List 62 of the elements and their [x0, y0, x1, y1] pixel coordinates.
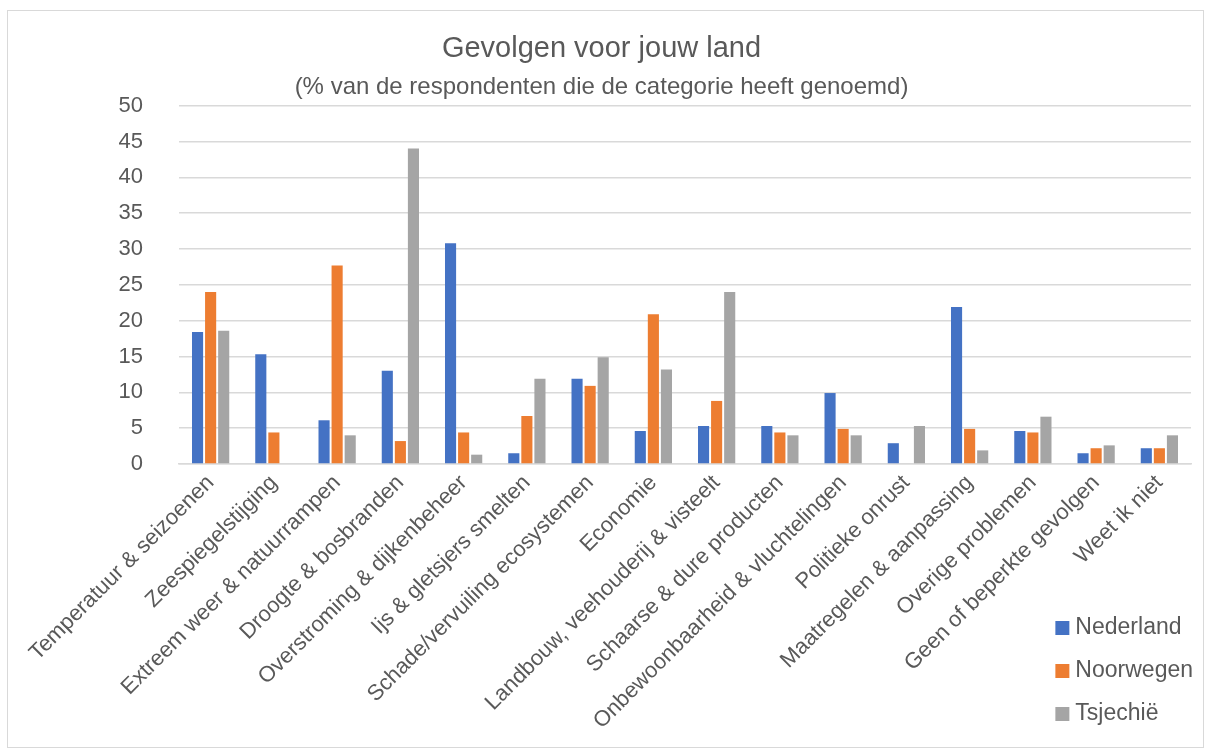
bar	[218, 330, 230, 464]
bar	[534, 378, 546, 464]
bar	[205, 291, 217, 464]
bar	[951, 307, 963, 464]
bar	[571, 378, 583, 464]
bar	[824, 393, 836, 464]
bar	[711, 400, 723, 464]
bar	[508, 453, 520, 464]
bar	[268, 432, 280, 464]
bar	[1014, 431, 1026, 464]
bar	[1166, 435, 1178, 464]
legend-label: Noorwegen	[1075, 656, 1194, 683]
bar	[977, 450, 989, 464]
y-tick-label: 40	[118, 163, 143, 189]
bar	[634, 431, 646, 464]
bar	[887, 443, 899, 464]
y-tick-label: 25	[118, 270, 143, 296]
y-tick-label: 5	[130, 414, 143, 440]
y-tick-label: 50	[118, 91, 143, 117]
bar	[787, 435, 799, 464]
legend-label: Tsjechië	[1075, 699, 1159, 726]
bar	[597, 357, 609, 464]
chart-subtitle: (% van de respondenten die de categorie heeft genoemd)	[294, 71, 909, 99]
bar	[1103, 445, 1115, 464]
legend-label: Nederland	[1075, 613, 1182, 640]
bar	[850, 435, 862, 464]
bar	[584, 385, 596, 464]
y-tick-label: 0	[130, 450, 143, 476]
bar	[471, 454, 483, 464]
y-tick-label: 30	[118, 235, 143, 261]
bar	[1077, 453, 1089, 464]
bar	[331, 265, 343, 464]
y-tick-label: 45	[118, 127, 143, 153]
bar	[698, 426, 710, 464]
bar	[1090, 448, 1102, 464]
bar	[445, 243, 457, 464]
bar	[1153, 448, 1165, 464]
bar	[458, 432, 470, 464]
bar	[1040, 416, 1052, 464]
bar	[1027, 432, 1039, 464]
bar	[660, 369, 672, 464]
bar	[913, 426, 925, 464]
bar	[394, 441, 406, 464]
chart-title: Gevolgen voor jouw land	[441, 31, 762, 64]
bar	[318, 420, 330, 464]
bar	[761, 426, 773, 464]
bar	[837, 428, 849, 464]
bar	[1140, 448, 1152, 464]
bar	[647, 314, 659, 464]
bar	[774, 432, 786, 464]
y-tick-label: 20	[118, 306, 143, 332]
y-tick-label: 15	[118, 342, 143, 368]
bar	[521, 415, 533, 464]
bar	[964, 428, 976, 464]
bar	[724, 291, 736, 464]
bar	[255, 354, 267, 464]
bar	[381, 370, 393, 464]
bar	[344, 435, 356, 464]
y-tick-label: 10	[118, 378, 143, 404]
bar	[407, 148, 419, 464]
y-tick-label: 35	[118, 199, 143, 225]
bar	[192, 332, 204, 464]
